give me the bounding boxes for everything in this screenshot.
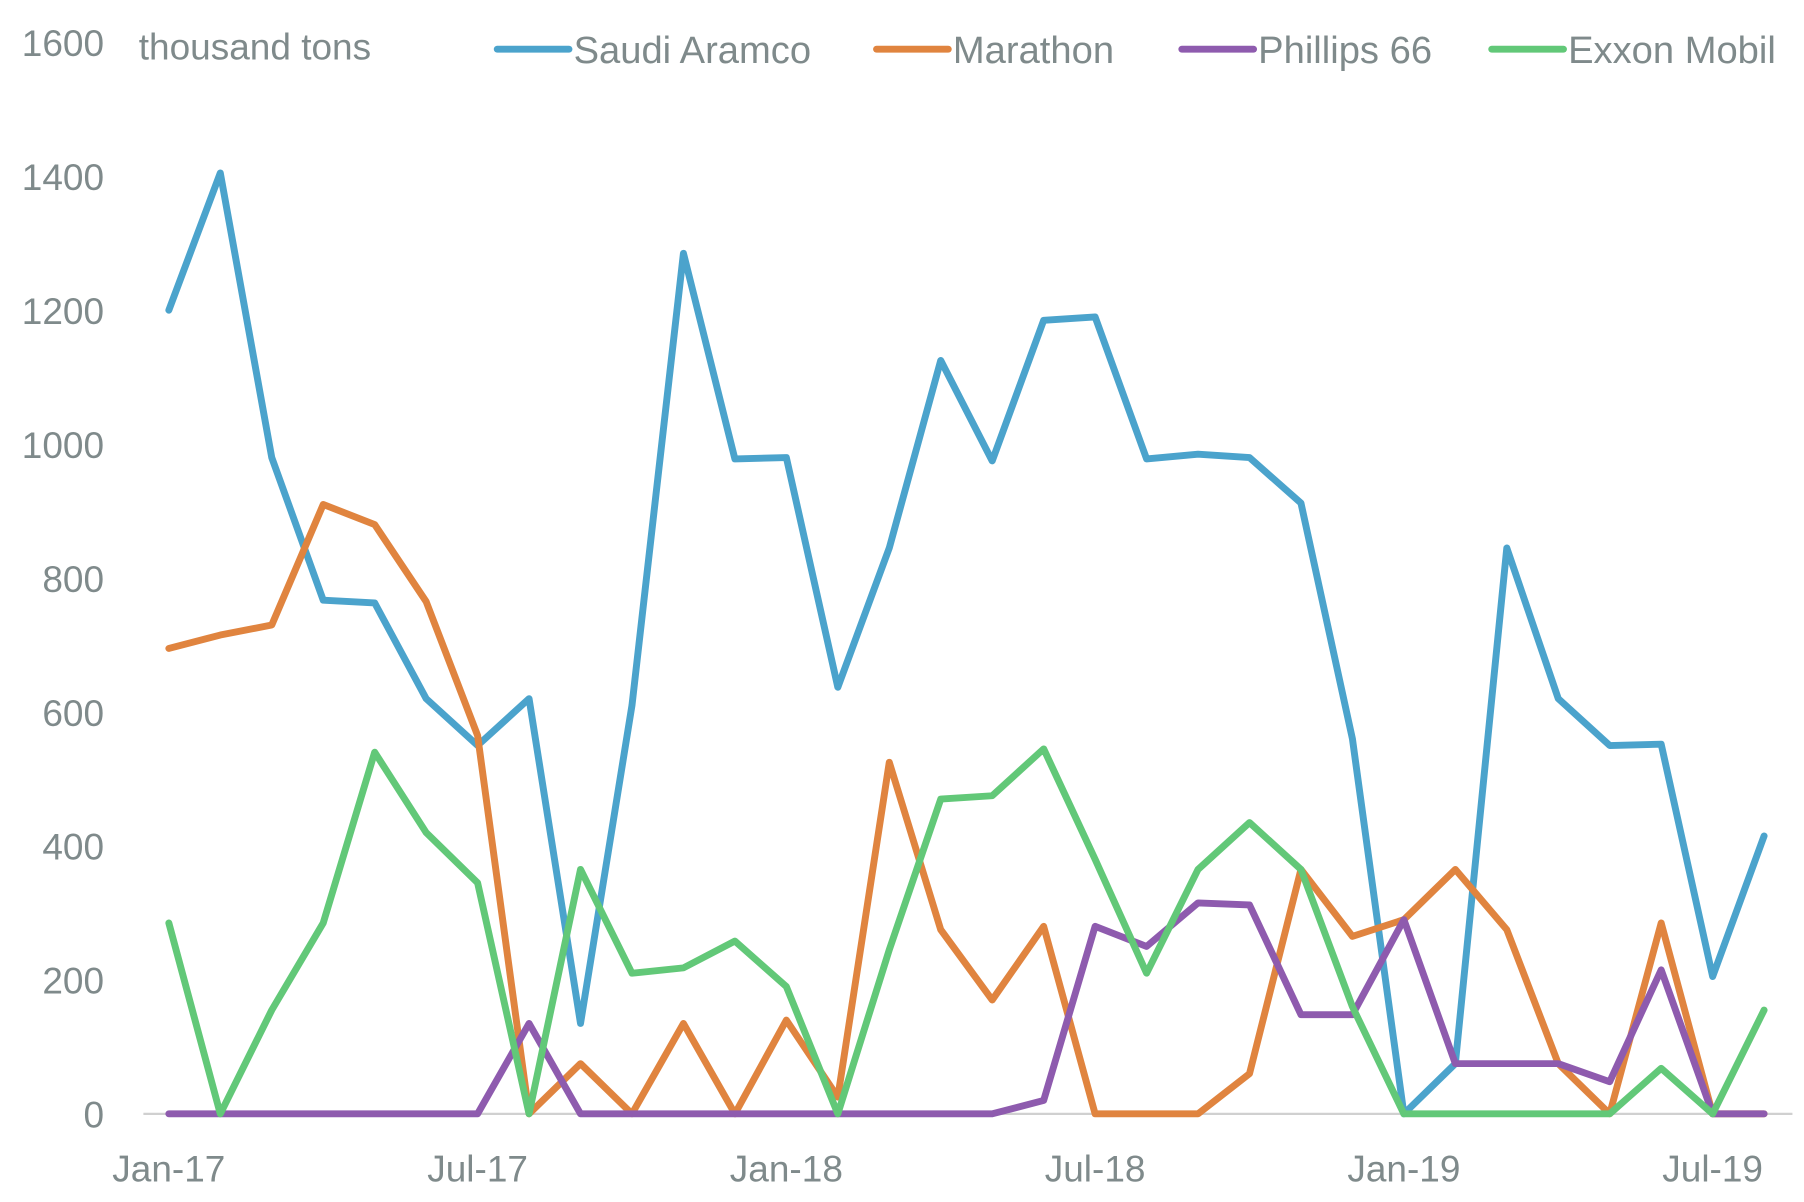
x-tick-label: Jul-17 [427,1149,528,1190]
y-axis: 0 200 400 600 800 1000 1200 1400 1600 [22,23,104,1135]
legend-item: Saudi Aramco [493,30,811,72]
series-lines [165,169,1768,1118]
legend-label: Exxon Mobil [1568,30,1776,72]
y-tick-label: 0 [84,1095,105,1136]
y-tick-label: 800 [42,559,104,600]
y-tick-label: 200 [42,961,104,1002]
x-tick-label: Jul-19 [1662,1149,1763,1190]
series-line-saudi-aramco [165,169,1768,1118]
legend-item: Phillips 66 [1178,30,1432,72]
series-line-phillips-66 [165,899,1768,1118]
x-axis: Jan-17 Jul-17 Jan-18 Jul-18 Jan-19 Jul-19 [112,1149,1763,1190]
legend-label: Saudi Aramco [574,30,811,72]
y-tick-label: 1000 [22,425,104,466]
y-axis-unit-label: thousand tons [139,27,371,68]
x-tick-label: Jan-17 [112,1149,225,1190]
legend-item: Marathon [873,30,1114,72]
legend-label: Phillips 66 [1258,30,1432,72]
y-tick-label: 1200 [22,291,104,332]
x-tick-label: Jul-18 [1045,1149,1146,1190]
y-tick-label: 1600 [22,23,104,64]
y-tick-label: 1400 [22,157,104,198]
y-tick-label: 400 [42,827,104,868]
legend-label: Marathon [953,30,1114,72]
x-tick-label: Jan-19 [1347,1149,1460,1190]
series-line-exxon-mobil [165,745,1768,1118]
x-tick-label: Jan-18 [730,1149,843,1190]
series-line-marathon [165,501,1768,1118]
legend: Saudi Aramco Marathon Phillips 66 Exxon Mob… [493,30,1776,72]
y-tick-label: 600 [42,693,104,734]
legend-item: Exxon Mobil [1488,30,1776,72]
